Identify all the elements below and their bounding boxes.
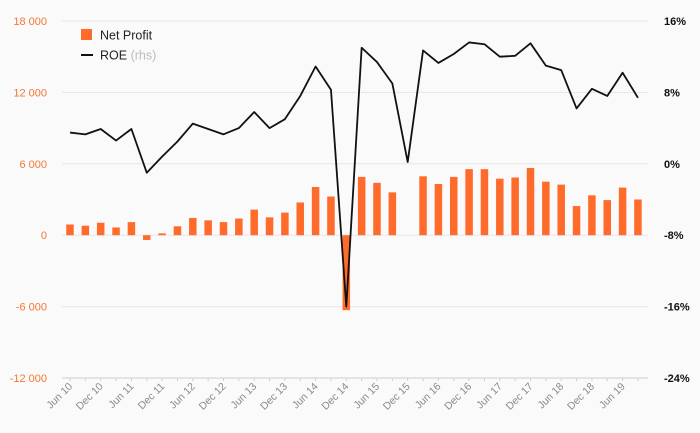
x-tick-label: Dec 11 [136, 381, 168, 413]
legend-net-profit-label: Net Profit [100, 29, 153, 43]
x-tick-label: Jun 11 [106, 381, 136, 411]
y-left-tick-label: -12 000 [10, 373, 47, 385]
net-profit-bar [634, 199, 642, 236]
net-profit-bar [143, 235, 151, 240]
net-profit-bar [112, 227, 120, 236]
net-profit-bar [526, 167, 535, 236]
x-tick-label: Dec 17 [504, 381, 536, 413]
x-tick-label: Jun 14 [290, 381, 321, 412]
net-profit-bar [373, 182, 381, 236]
roe-line [69, 41, 639, 308]
net-profit-bar [250, 209, 258, 236]
net-profit-bar [66, 224, 74, 236]
legend-net-profit-swatch [81, 29, 92, 40]
y-right-tick-label: -24% [664, 373, 690, 385]
net-profit-bars [66, 167, 642, 311]
net-profit-bar [342, 235, 351, 311]
x-tick-label: Jun 16 [413, 381, 444, 412]
net-profit-bar [173, 226, 182, 236]
x-tick-label: Dec 16 [442, 381, 474, 413]
x-tick-label: Jun 15 [351, 381, 382, 412]
y-left-tick-label: 6 000 [19, 159, 47, 171]
net-profit-bar [419, 176, 427, 236]
x-tick-label: Dec 15 [381, 381, 413, 413]
legend-roe-name: ROE [100, 49, 127, 63]
x-tick-label: Jun 10 [44, 381, 75, 412]
y-right-tick-label: -16% [664, 302, 690, 314]
net-profit-bar [572, 206, 581, 236]
x-tick-label: Dec 10 [74, 381, 106, 413]
net-profit-bar [158, 233, 166, 236]
y-right-tick-label: 8% [664, 87, 680, 99]
net-profit-bar [265, 217, 274, 236]
roe-line-group [69, 41, 639, 308]
y-left-tick-label: 0 [41, 230, 47, 242]
net-profit-bar [542, 181, 550, 236]
net-profit-bar [465, 169, 473, 236]
y-right-tick-label: -8% [664, 230, 684, 242]
net-profit-bar [189, 217, 197, 236]
x-tick-label: Dec 12 [197, 381, 229, 413]
x-tick-label: Dec 14 [319, 381, 351, 413]
net-profit-bar [81, 225, 90, 236]
x-tick-label: Jun 13 [229, 381, 260, 412]
net-profit-bar [434, 184, 443, 236]
y-axis-left: -12 000 -6 000 0 6 000 12 000 18 000 [10, 16, 47, 385]
net-profit-bar [357, 176, 366, 236]
net-profit-bar [296, 202, 304, 236]
net-profit-bar [618, 187, 627, 236]
net-profit-bar [281, 212, 289, 236]
net-profit-bar [557, 184, 565, 236]
y-left-tick-label: 18 000 [13, 16, 47, 28]
x-tick-label: Jun 19 [597, 381, 628, 412]
net-profit-bar [235, 218, 243, 236]
y-right-tick-label: 16% [664, 16, 686, 28]
net-profit-bar [511, 177, 519, 236]
net-profit-bar [388, 192, 397, 236]
net-profit-bar [588, 195, 596, 236]
net-profit-bar [311, 187, 320, 236]
x-tick-label: Dec 18 [565, 381, 597, 413]
x-tick-label: Jun 17 [474, 381, 505, 412]
x-tick-label: Jun 12 [167, 381, 198, 412]
net-profit-bar [204, 220, 212, 236]
net-profit-bar [327, 196, 335, 236]
x-tick-label: Dec 13 [258, 381, 290, 413]
net-profit-bar [603, 200, 611, 236]
y-right-tick-label: 0% [664, 159, 680, 171]
net-profit-bar [450, 176, 458, 236]
net-profit-bar [219, 222, 228, 236]
net-profit-bar [96, 222, 105, 236]
y-axis-right: -24% -16% -8% 0% 8% 16% [664, 16, 690, 385]
net-profit-bar [496, 178, 504, 236]
net-profit-bar [480, 169, 489, 236]
net-profit-bar [127, 222, 136, 236]
legend-roe-label: ROE (rhs) [100, 49, 156, 63]
y-left-tick-label: 12 000 [13, 87, 47, 99]
x-tick-label: Jun 18 [536, 381, 567, 412]
legend-roe-note: (rhs) [131, 49, 157, 63]
legend: Net Profit ROE (rhs) [81, 29, 156, 63]
y-left-tick-label: -6 000 [16, 302, 47, 314]
